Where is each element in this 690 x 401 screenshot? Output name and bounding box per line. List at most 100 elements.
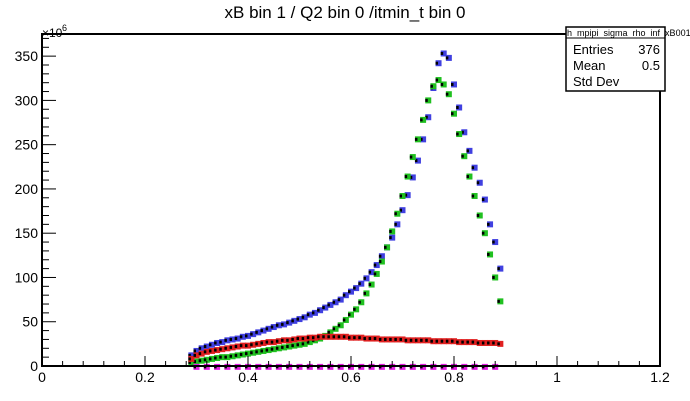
point-marker <box>481 196 488 203</box>
point-marker <box>378 336 385 343</box>
y-tick-label: 100 <box>15 269 39 285</box>
point-error-bar <box>368 337 372 341</box>
point-error-bar <box>399 208 402 212</box>
data-point <box>440 50 447 57</box>
data-point <box>208 341 215 348</box>
point-marker <box>208 341 215 348</box>
data-point <box>229 336 236 343</box>
data-point <box>487 221 494 228</box>
point-error-bar <box>378 260 382 264</box>
data-point <box>265 347 272 354</box>
point-error-bar <box>245 344 248 348</box>
data-point <box>275 322 282 329</box>
data-point <box>384 244 391 251</box>
point-marker <box>378 258 385 265</box>
point-marker <box>353 306 360 313</box>
point-marker <box>342 316 349 323</box>
data-point <box>348 334 354 341</box>
data-point <box>373 335 380 342</box>
data-point <box>358 299 365 306</box>
data-point <box>291 317 298 324</box>
data-point <box>497 265 504 272</box>
point-error-bar <box>296 337 299 341</box>
point-marker <box>466 173 473 180</box>
point-marker <box>245 350 251 357</box>
point-marker <box>265 339 272 346</box>
data-point <box>260 327 267 334</box>
point-error-bar <box>466 149 469 153</box>
point-marker <box>461 129 468 136</box>
point-marker <box>337 322 344 329</box>
point-error-bar <box>487 341 490 345</box>
point-error-bar <box>198 359 202 363</box>
point-error-bar <box>378 254 382 258</box>
data-point <box>456 104 463 111</box>
y-tick-label: 50 <box>22 314 38 330</box>
point-marker <box>214 339 221 346</box>
data-point <box>414 136 421 143</box>
point-marker <box>224 345 231 352</box>
point-error-bar <box>245 334 248 338</box>
data-point <box>481 196 488 203</box>
point-marker <box>425 114 432 121</box>
data-point <box>409 154 416 161</box>
data-point <box>435 60 442 67</box>
point-marker <box>306 311 313 318</box>
data-point <box>445 91 452 98</box>
point-error-bar <box>265 340 269 344</box>
data-point <box>414 337 421 344</box>
point-marker <box>337 333 344 340</box>
x-tick-label: 0.8 <box>444 369 464 385</box>
point-marker <box>250 341 257 348</box>
point-marker <box>414 136 421 143</box>
point-error-bar <box>270 340 274 344</box>
x-tick-label: 0 <box>38 369 46 385</box>
data-point <box>440 338 447 345</box>
point-marker <box>373 262 380 269</box>
point-marker <box>399 207 406 214</box>
point-marker <box>440 338 447 345</box>
point-error-bar <box>384 245 387 249</box>
point-error-bar <box>420 137 423 141</box>
point-error-bar <box>265 327 269 331</box>
data-point <box>296 341 303 348</box>
point-error-bar <box>208 357 212 361</box>
point-marker <box>327 333 334 340</box>
data-point <box>430 338 437 345</box>
point-marker <box>306 339 313 346</box>
point-error-bar <box>327 303 330 307</box>
point-error-bar <box>492 240 495 244</box>
data-point <box>409 337 416 344</box>
data-point <box>270 339 277 346</box>
point-marker <box>451 110 457 117</box>
point-error-bar <box>430 339 433 343</box>
data-point <box>394 210 401 217</box>
point-marker <box>219 346 226 353</box>
data-point <box>353 306 360 313</box>
point-marker <box>368 281 375 288</box>
data-point <box>239 351 246 358</box>
point-marker <box>270 324 277 331</box>
point-error-bar <box>337 335 341 339</box>
x-tick-label: 0.6 <box>341 369 361 385</box>
point-marker <box>389 228 396 235</box>
point-error-bar <box>425 338 428 342</box>
point-error-bar <box>404 338 408 342</box>
point-marker <box>481 339 488 346</box>
data-point <box>358 280 365 287</box>
data-point <box>188 359 195 366</box>
point-error-bar <box>414 137 418 141</box>
data-point <box>373 270 380 277</box>
point-marker <box>409 337 416 344</box>
data-point <box>342 333 349 340</box>
point-error-bar <box>208 343 212 347</box>
point-marker <box>275 345 282 352</box>
point-marker <box>224 354 231 361</box>
point-marker <box>296 335 303 342</box>
point-marker <box>281 337 288 344</box>
point-error-bar <box>497 342 500 346</box>
point-marker <box>311 334 318 341</box>
point-error-bar <box>193 360 196 364</box>
stats-mean-value: 0.5 <box>642 58 660 73</box>
point-error-bar <box>296 317 299 321</box>
